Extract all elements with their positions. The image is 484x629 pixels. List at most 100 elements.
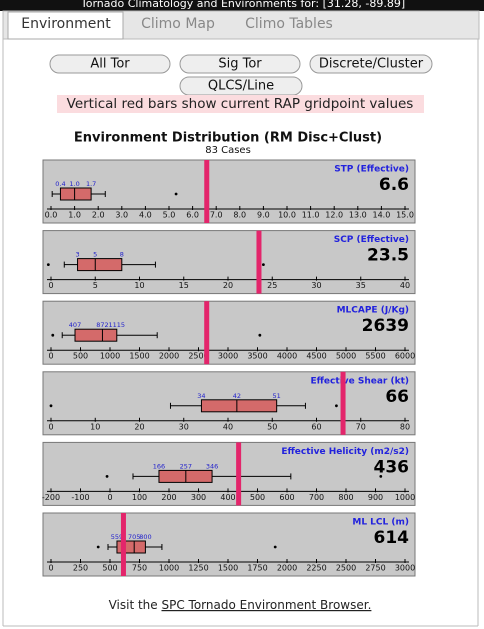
x-tick-label: 25 [267, 281, 277, 290]
box [74, 328, 118, 342]
current-value: 436 [374, 457, 410, 477]
x-tick-label: 1000 [395, 493, 415, 502]
box [200, 399, 278, 413]
quartile-label: 0.4 [55, 180, 65, 188]
x-tick-label: 70 [356, 422, 366, 431]
x-tick-label: 1000 [100, 352, 120, 361]
quartile-label: 1.7 [86, 180, 96, 188]
footer: Visit the SPC Tornado Environment Browse… [109, 598, 372, 612]
current-bar [340, 371, 346, 435]
tab[interactable]: Climo Map [141, 16, 215, 32]
x-tick-label: 20 [134, 422, 144, 431]
x-tick-label: 2750 [365, 564, 385, 573]
x-tick-label: 0 [48, 281, 53, 290]
outlier [335, 404, 338, 408]
x-tick-label: 400 [220, 493, 235, 502]
env-panel: Effective Helicity (m2/s2)436 -200 -100 0 10… [42, 441, 416, 506]
x-tick-label: 8.0 [233, 211, 246, 220]
quartile-label: 5 [93, 251, 97, 259]
button-label[interactable]: Discrete/Cluster [319, 57, 424, 72]
button-label[interactable]: Sig Tor [218, 57, 262, 72]
x-tick-label: 13.0 [349, 211, 367, 220]
current-bar [120, 513, 126, 576]
current-bar [204, 160, 210, 223]
x-tick-label: 200 [161, 493, 176, 502]
note-bg [57, 95, 424, 113]
x-tick-label: 3500 [247, 352, 267, 361]
footer-link[interactable]: SPC Tornado Environment Browser. [161, 598, 371, 612]
outlier [273, 545, 277, 549]
x-tick-label: 3000 [218, 352, 238, 361]
env-panel: Effective Shear (kt)66 0 10 20 30 40 50 60 70 80 3… [42, 371, 416, 436]
outlier [105, 475, 109, 478]
current-bar [204, 301, 210, 365]
quartile-label: 42 [233, 392, 241, 400]
current-bar [236, 442, 242, 506]
x-tick-label: 60 [311, 422, 321, 431]
x-tick-label: 4.0 [139, 211, 152, 220]
x-tick-label: 250 [73, 564, 88, 573]
x-tick-label: 2000 [277, 564, 297, 573]
env-panel: STP (Effective)6.6 0.0 1.0 2.0 3.0 4.0 5.0 6.0 7… [42, 159, 416, 224]
x-tick-label: 2000 [159, 352, 179, 361]
x-tick-label: 40 [223, 422, 233, 431]
quartile-label: 1115 [109, 321, 126, 329]
quartile-label: 166 [153, 462, 165, 470]
quartile-label: 872 [96, 321, 108, 329]
x-tick-label: 80 [400, 422, 410, 431]
figure-subtitle: 83 Cases [205, 145, 251, 156]
outlier [262, 263, 265, 266]
x-tick-label: 11.0 [302, 211, 320, 220]
button-label[interactable]: QLCS/Line [208, 79, 274, 94]
outlier [174, 192, 178, 196]
x-tick-label: -100 [71, 493, 89, 502]
button[interactable] [179, 54, 301, 74]
x-tick-label: 20 [223, 281, 233, 290]
x-tick-label: 4500 [306, 352, 326, 361]
quartile-label: 34 [197, 392, 205, 400]
x-tick-label: 3.0 [115, 211, 128, 220]
quartile-label: 3 [75, 251, 79, 259]
x-tick-label: 35 [356, 281, 366, 290]
tab[interactable]: Environment [21, 16, 111, 32]
x-tick-label: 5500 [365, 352, 385, 361]
x-tick-label: 800 [338, 493, 353, 502]
x-tick-label: 6.0 [186, 211, 199, 220]
x-tick-label: 2500 [336, 564, 356, 573]
panel-title: MLCAPE (J/Kg) [337, 306, 409, 316]
x-tick-label: 3000 [395, 564, 415, 573]
outlier [379, 475, 383, 478]
x-tick-label: 40 [400, 281, 410, 290]
x-tick-label: 7.0 [210, 211, 223, 220]
env-panel: MLCAPE (J/Kg)2639 0 500 1000 1500 2000 2500 300… [42, 300, 416, 365]
x-tick-label: 0.0 [45, 211, 58, 220]
x-tick-label: 0 [48, 564, 53, 573]
x-tick-label: 0 [48, 352, 53, 361]
panel [42, 512, 416, 577]
x-tick-label: 14.0 [372, 211, 390, 220]
x-tick-label: 1000 [159, 564, 179, 573]
button-label[interactable]: All Tor [90, 57, 130, 72]
x-tick-label: 30 [179, 422, 189, 431]
x-tick-label: 750 [132, 564, 147, 573]
outlier [258, 333, 262, 337]
footer-text: Visit the [109, 598, 158, 612]
button[interactable] [309, 54, 433, 74]
current-bar [256, 230, 262, 294]
note: Vertical red bars show current RAP gridp… [67, 96, 414, 112]
x-tick-label: 600 [279, 493, 294, 502]
quartile-label: 8 [120, 251, 124, 259]
quartile-label: 346 [206, 462, 218, 470]
tab-active[interactable] [7, 11, 124, 40]
tab[interactable]: Climo Tables [245, 16, 333, 32]
x-tick-label: 30 [311, 281, 321, 290]
x-tick-label: 2.0 [92, 211, 105, 220]
x-tick-label: 1500 [218, 564, 238, 573]
header-title: Tornado Climatology and Environments for… [80, 0, 405, 10]
current-value: 614 [374, 528, 410, 548]
button[interactable] [49, 54, 171, 74]
x-tick-label: 500 [102, 564, 117, 573]
quartile-label: 705 [128, 533, 140, 541]
panel-title: SCP (Effective) [334, 235, 409, 245]
